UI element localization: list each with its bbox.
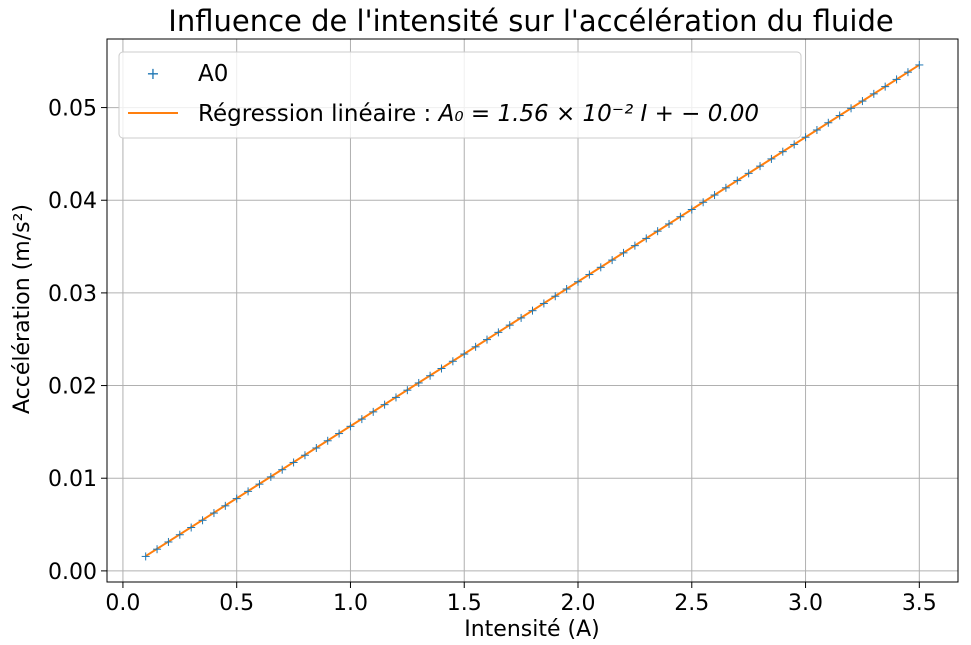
a0-point — [266, 472, 275, 481]
a0-point — [164, 537, 173, 546]
y-tick-label: 0.03 — [48, 282, 97, 307]
a0-point — [881, 82, 890, 91]
a0-point — [471, 342, 480, 351]
a0-point — [369, 407, 378, 416]
a0-point — [744, 169, 753, 178]
a0-point — [153, 545, 162, 554]
x-tick-label: 3.5 — [902, 591, 937, 616]
a0-point — [858, 97, 867, 106]
a0-point — [391, 393, 400, 402]
a0-point — [824, 118, 833, 127]
a0-point — [892, 75, 901, 84]
a0-point — [517, 313, 526, 322]
a0-point — [289, 458, 298, 467]
a0-point — [596, 263, 605, 272]
a0-point — [244, 487, 253, 496]
a0-point — [630, 241, 639, 250]
legend-label-regression-equation: A₀ = 1.56 × 10⁻² I + − 0.00 — [437, 101, 759, 127]
a0-point — [357, 415, 366, 424]
legend: + A0 Régression linéaire : A₀ = 1.56 × 1… — [118, 51, 802, 139]
a0-point — [903, 68, 912, 77]
x-axis: 0.0 0.5 1.0 1.5 2.0 2.5 3.0 3.5 — [105, 582, 937, 616]
x-tick-label: 2.0 — [561, 591, 596, 616]
a0-point — [915, 60, 924, 69]
a0-point — [756, 162, 765, 171]
legend-label-a0: A0 — [198, 61, 228, 87]
a0-point — [812, 125, 821, 134]
plot-frame — [106, 38, 959, 583]
a0-point — [426, 371, 435, 380]
a0-point — [221, 501, 230, 510]
legend-label-regression-prefix: Régression linéaire : — [198, 101, 439, 127]
legend-label-regression: Régression linéaire : A₀ = 1.56 × 10⁻² I… — [198, 101, 759, 127]
a0-point — [255, 480, 264, 489]
x-tick-label: 1.5 — [447, 591, 482, 616]
a0-point — [733, 176, 742, 185]
a0-point — [505, 321, 514, 330]
a0-point — [300, 451, 309, 460]
a0-point — [312, 444, 321, 453]
a0-point — [869, 89, 878, 98]
a0-point — [323, 436, 332, 445]
a0-point — [448, 357, 457, 366]
a0-point — [574, 277, 583, 286]
a0-point — [482, 335, 491, 344]
chart-title: Influence de l'intensité sur l'accélérat… — [168, 4, 893, 38]
a0-point — [562, 285, 571, 294]
a0-point — [414, 378, 423, 387]
a0-point — [278, 465, 287, 474]
a0-point — [528, 306, 537, 315]
a0-point — [551, 292, 560, 301]
a0-point — [585, 270, 594, 279]
y-tick-label: 0.00 — [48, 560, 97, 585]
a0-point — [835, 111, 844, 120]
y-axis-title: Accélération (m/s²) — [10, 204, 35, 414]
a0-point — [619, 248, 628, 257]
y-tick-label: 0.05 — [48, 97, 97, 122]
a0-point — [778, 147, 787, 156]
a0-point — [232, 494, 241, 503]
x-tick-label: 0.5 — [219, 591, 254, 616]
a0-point — [721, 183, 730, 192]
a0-point — [801, 133, 810, 142]
a0-point — [767, 154, 776, 163]
a0-point — [710, 191, 719, 200]
a0-point — [790, 140, 799, 149]
a0-point — [642, 234, 651, 243]
a0-series — [141, 60, 924, 561]
a0-point — [198, 516, 207, 525]
a0-point — [653, 227, 662, 236]
a0-point — [141, 552, 150, 561]
x-tick-label: 0.0 — [105, 591, 140, 616]
a0-point — [687, 205, 696, 214]
a0-point — [335, 429, 344, 438]
legend-box — [118, 51, 802, 139]
x-tick-label: 1.0 — [333, 591, 368, 616]
a0-point — [346, 422, 355, 431]
x-tick-label: 3.0 — [788, 591, 823, 616]
a0-point — [665, 219, 674, 228]
x-axis-title: Intensité (A) — [464, 617, 599, 642]
y-tick-label: 0.02 — [48, 375, 97, 400]
a0-point — [380, 400, 389, 409]
y-tick-label: 0.01 — [48, 467, 97, 492]
a0-point — [460, 350, 469, 359]
a0-point — [437, 364, 446, 373]
y-axis: 0.00 0.01 0.02 0.03 0.04 0.05 — [48, 97, 107, 585]
a0-point — [847, 104, 856, 113]
a0-point — [209, 509, 218, 518]
legend-marker-a0: + — [146, 64, 159, 83]
a0-point — [175, 530, 184, 539]
y-tick-label: 0.04 — [48, 189, 97, 214]
a0-point — [608, 256, 617, 265]
a0-point — [699, 198, 708, 207]
a0-point — [403, 386, 412, 395]
a0-point — [494, 328, 503, 337]
a0-point — [676, 212, 685, 221]
a0-point — [539, 299, 548, 308]
x-tick-label: 2.5 — [674, 591, 709, 616]
a0-point — [187, 523, 196, 532]
